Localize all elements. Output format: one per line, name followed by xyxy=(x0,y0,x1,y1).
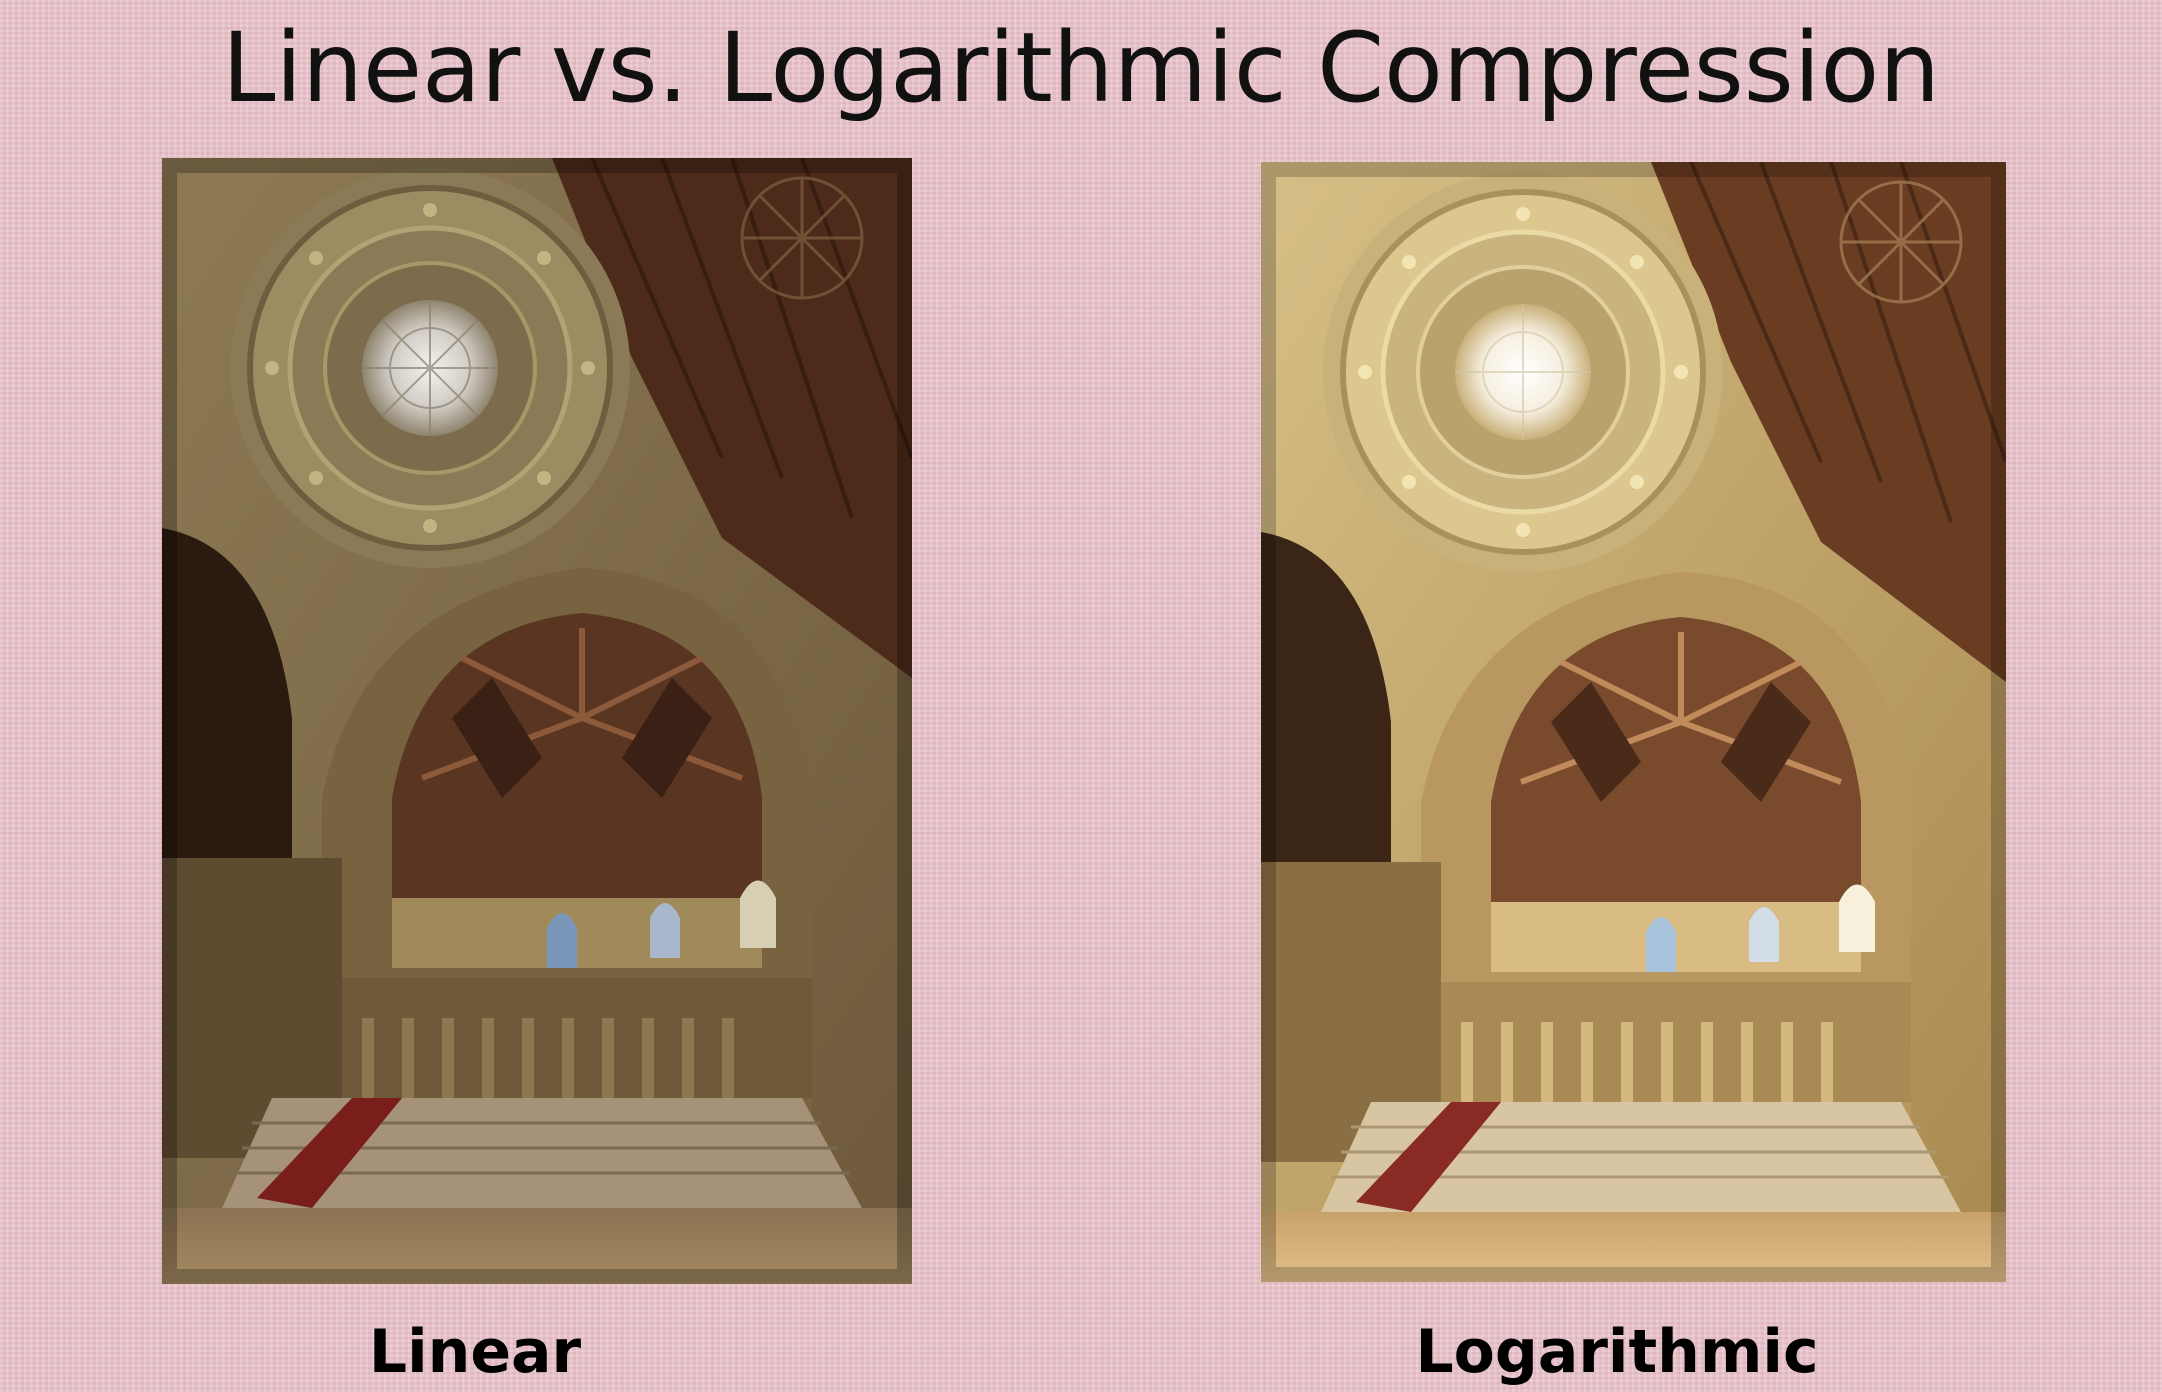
linear-compression-photo xyxy=(162,158,912,1284)
logarithmic-caption: Logarithmic xyxy=(1415,1317,1819,1387)
slide-title: Linear vs. Logarithmic Compression xyxy=(221,12,1941,124)
linear-caption: Linear xyxy=(368,1317,582,1387)
logarithmic-compression-photo xyxy=(1261,162,2006,1282)
